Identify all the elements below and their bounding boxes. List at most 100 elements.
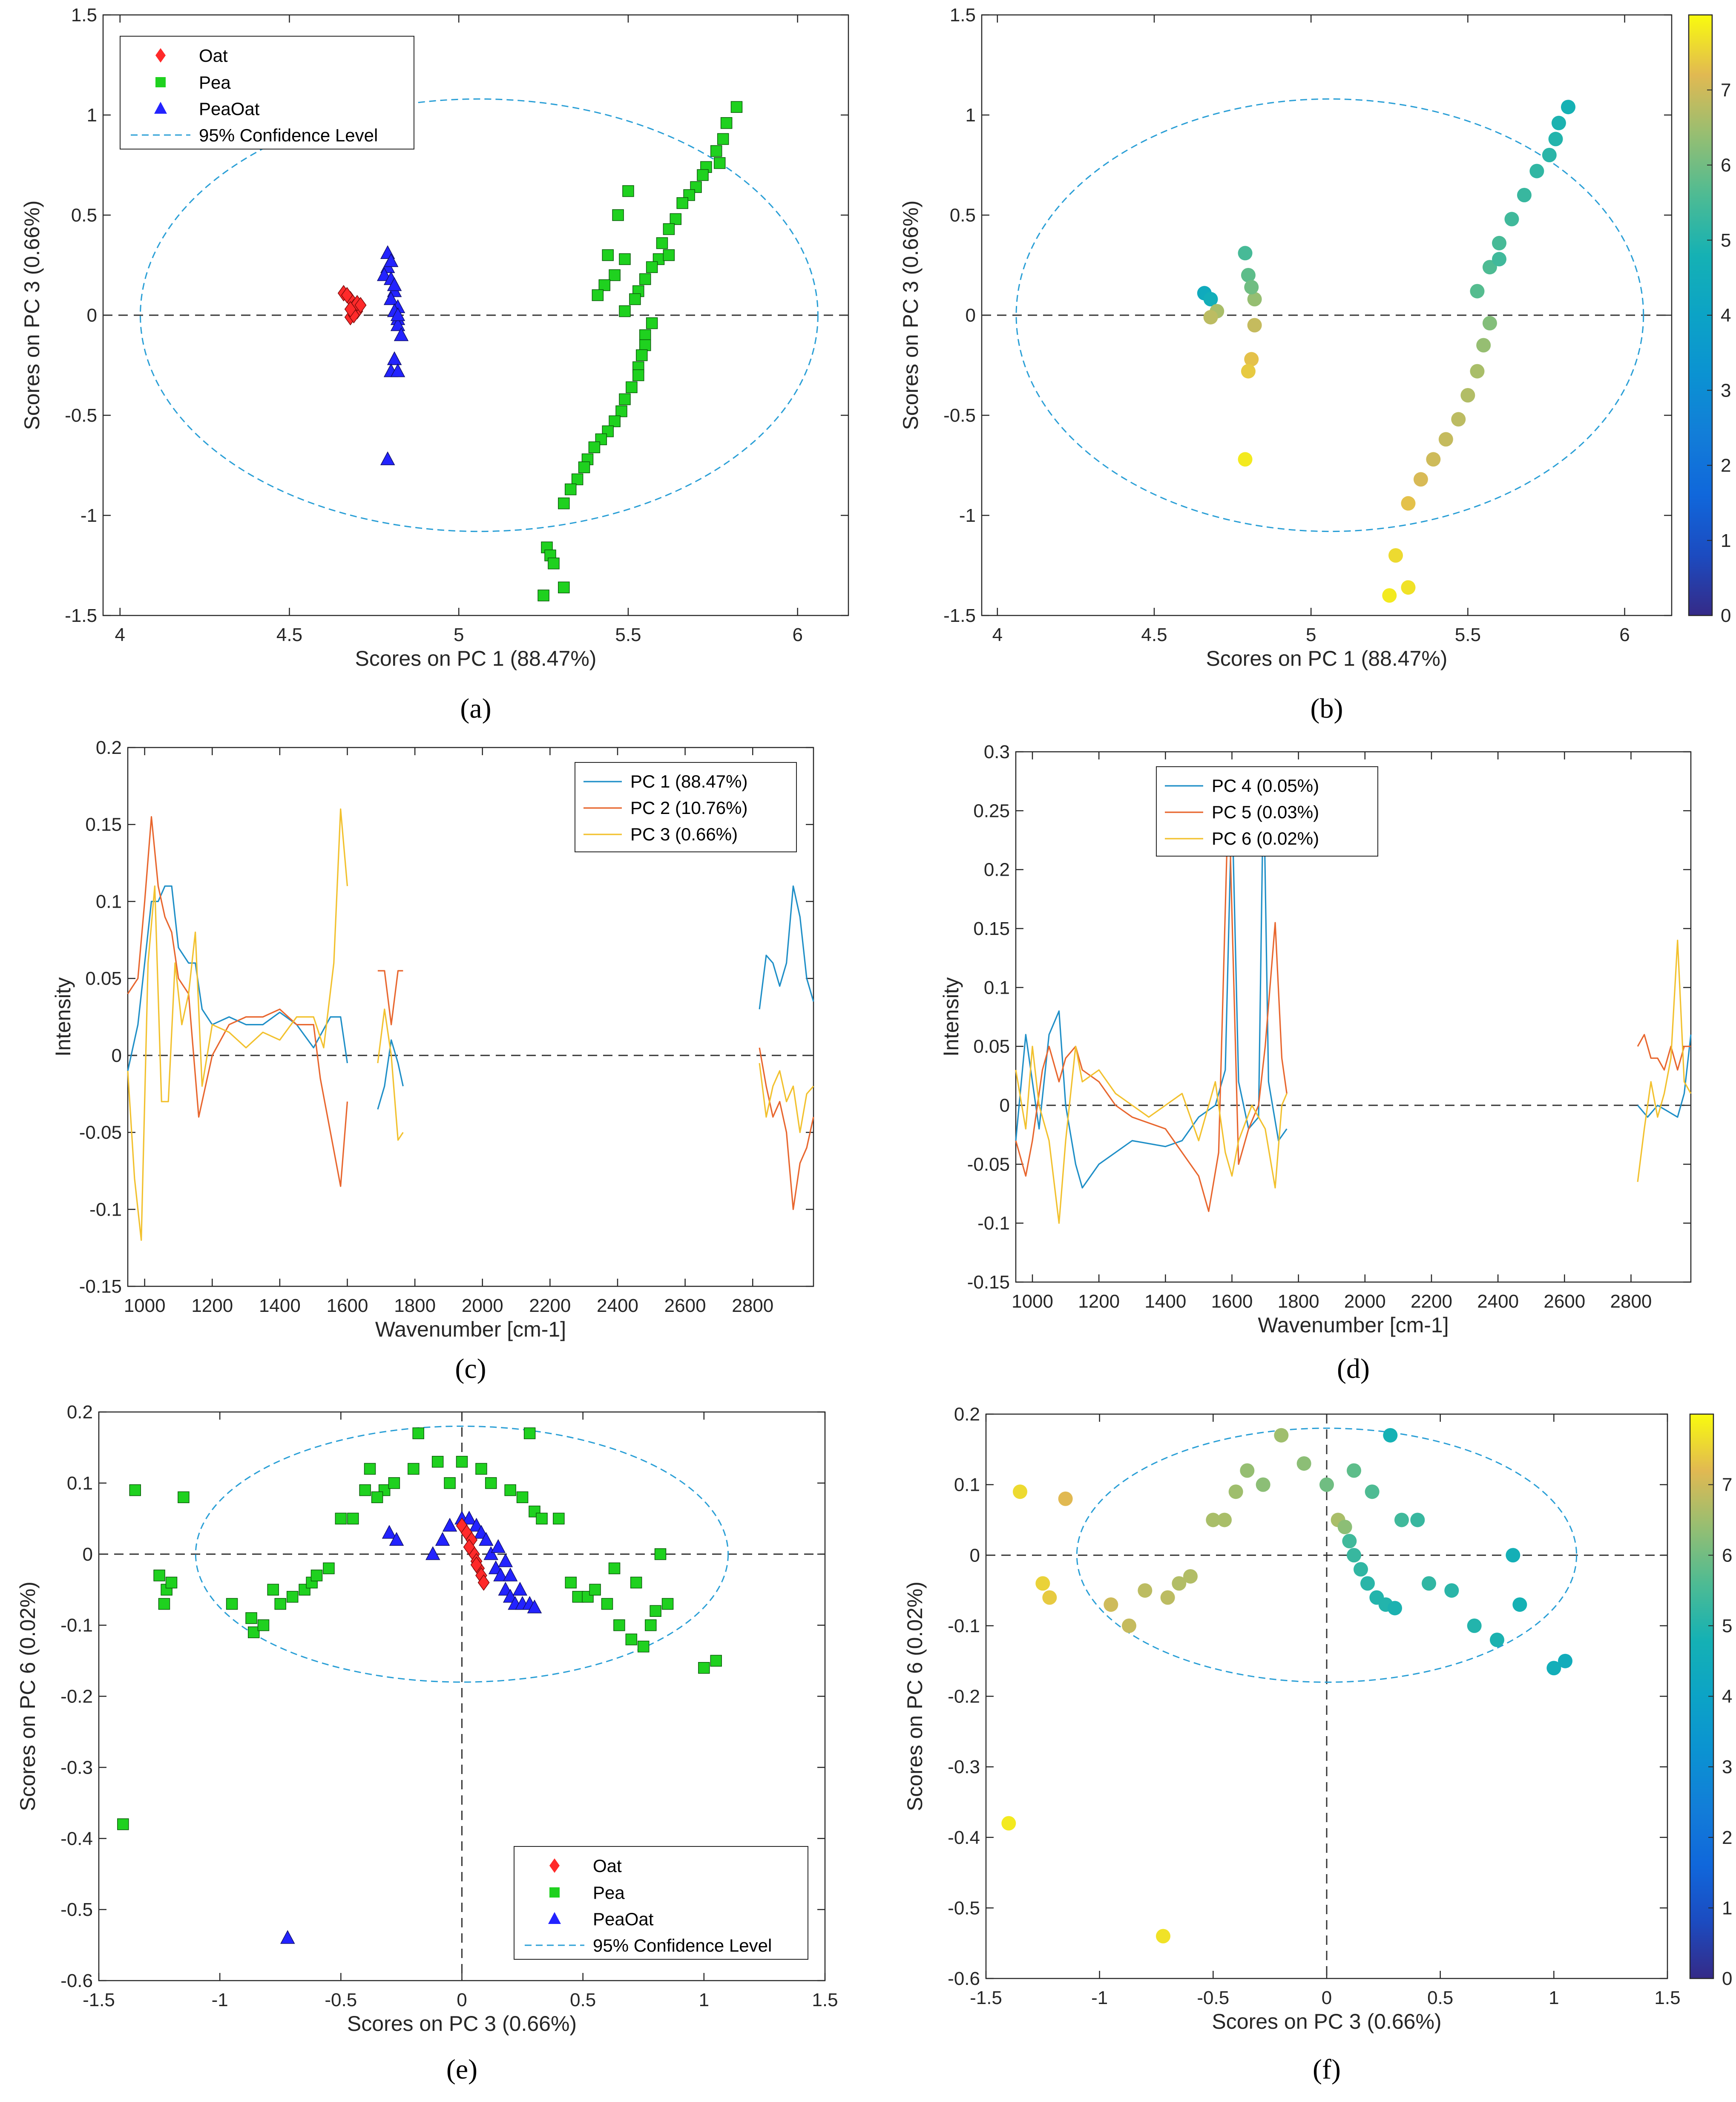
x-tick-label: 1800 — [394, 1295, 436, 1316]
pea-point — [564, 483, 577, 495]
pea-point — [558, 581, 570, 593]
x-tick-label: 1 — [1549, 1987, 1559, 2008]
score-point — [1244, 352, 1259, 367]
y-axis-label: Scores on PC 3 (0.66%) — [899, 200, 923, 430]
pea-point — [602, 249, 614, 261]
spectrum-line-2 — [377, 970, 403, 1026]
x-axis-label: Wavenumber [cm-1] — [1258, 1313, 1449, 1337]
pea-point — [364, 1463, 376, 1475]
y-tick-label: 0.25 — [973, 800, 1010, 821]
panel-label: (b) — [1311, 693, 1343, 724]
legend-box — [575, 762, 797, 852]
colorbar-tick-label: 1 — [1721, 530, 1731, 551]
peaoat-point — [387, 277, 402, 291]
y-tick-label: 0 — [87, 305, 97, 326]
score-point — [1470, 364, 1485, 379]
score-point — [1347, 1548, 1361, 1563]
x-tick-label: -1.5 — [83, 1990, 115, 2010]
score-point — [1542, 148, 1557, 162]
legend-label: PC 4 (0.05%) — [1212, 776, 1319, 796]
legend-label: PC 5 (0.03%) — [1212, 802, 1319, 822]
x-tick-label: 2400 — [597, 1295, 638, 1316]
pea-point — [257, 1619, 270, 1631]
score-point — [1241, 268, 1256, 282]
pea-point — [475, 1463, 487, 1475]
score-point — [1504, 212, 1519, 227]
legend-label: Pea — [199, 72, 231, 92]
y-tick-label: -0.4 — [948, 1827, 980, 1848]
x-tick-label: 1200 — [191, 1295, 233, 1316]
x-tick-label: 5 — [454, 624, 464, 645]
score-point — [1337, 1520, 1352, 1534]
y-tick-label: -0.1 — [948, 1616, 980, 1636]
peaoat-point — [383, 291, 399, 305]
peaoat-point — [491, 1539, 506, 1553]
pea-point — [565, 1576, 577, 1589]
y-tick-label: 1 — [87, 105, 97, 126]
spectrum-line-1 — [377, 1039, 404, 1110]
score-point — [1482, 316, 1497, 331]
pea-point — [615, 405, 627, 417]
colorbar-tick-label: 3 — [1722, 1757, 1732, 1777]
pea-point — [598, 279, 611, 291]
colorbar-tick-label: 0 — [1722, 1968, 1732, 1989]
x-tick-label: 1600 — [1211, 1291, 1253, 1312]
peaoat-point — [382, 1525, 397, 1539]
pea-point — [165, 1576, 178, 1589]
pea-point — [639, 273, 651, 285]
y-tick-label: 0.1 — [67, 1473, 93, 1494]
oat-point — [470, 1556, 483, 1573]
peaoat-point — [394, 327, 409, 341]
pea-point — [710, 1655, 722, 1667]
panel-label: (c) — [455, 1353, 486, 1384]
x-tick-label: 4.5 — [1141, 624, 1167, 645]
pea-point — [697, 169, 709, 181]
score-point — [1413, 472, 1428, 487]
y-tick-label: 0 — [970, 1545, 980, 1566]
colorbar-tick-label: 5 — [1721, 230, 1731, 251]
pea-point — [536, 1513, 548, 1525]
pea-point — [412, 1427, 424, 1439]
colorbar-tick-label: 7 — [1721, 80, 1731, 101]
x-tick-label: 0 — [1322, 1987, 1332, 2008]
score-point — [1138, 1583, 1153, 1598]
score-point — [1529, 164, 1544, 178]
peaoat-point — [387, 351, 402, 365]
pea-point — [178, 1491, 190, 1503]
y-tick-label: -1.5 — [65, 605, 97, 626]
legend: Oat Pea PeaOat 95% Confidence Level — [120, 36, 414, 150]
x-tick-label: 5.5 — [615, 624, 641, 645]
colorbar-tick-label: 5 — [1722, 1616, 1732, 1636]
pea-point — [639, 339, 651, 351]
y-tick-label: 0.05 — [85, 968, 122, 989]
spectrum-line-1 — [759, 885, 814, 1009]
score-point — [1160, 1590, 1175, 1605]
confidence-ellipse — [140, 98, 819, 532]
spectrum-line-2 — [1015, 786, 1288, 1212]
score-point — [1383, 1428, 1398, 1443]
pea-point — [656, 237, 668, 249]
x-tick-label: 1.5 — [1654, 1987, 1680, 2008]
legend-label: 95% Confidence Level — [199, 125, 378, 145]
x-tick-label: 0.5 — [1427, 1987, 1453, 2008]
score-point — [1388, 548, 1403, 563]
peaoat-point — [390, 363, 405, 377]
pea-point — [630, 1576, 642, 1589]
legend-label: PC 6 (0.02%) — [1212, 828, 1319, 848]
pea-point — [408, 1463, 420, 1475]
legend-box — [514, 1846, 808, 1960]
y-tick-label: 0.15 — [973, 918, 1010, 939]
score-point — [1451, 412, 1466, 427]
colorbar-tick-label: 4 — [1722, 1686, 1732, 1707]
pea-point — [636, 349, 648, 361]
score-point — [1517, 188, 1532, 202]
score-point — [1238, 246, 1253, 261]
y-tick-label: 1 — [966, 105, 976, 126]
score-point — [1467, 1618, 1482, 1633]
confidence-ellipse — [195, 1425, 729, 1683]
y-tick-label: -0.1 — [60, 1615, 93, 1636]
score-point — [1238, 452, 1253, 467]
pea-point — [335, 1513, 347, 1525]
colorbar-tick-label: 3 — [1721, 380, 1731, 401]
score-point — [1183, 1569, 1198, 1584]
